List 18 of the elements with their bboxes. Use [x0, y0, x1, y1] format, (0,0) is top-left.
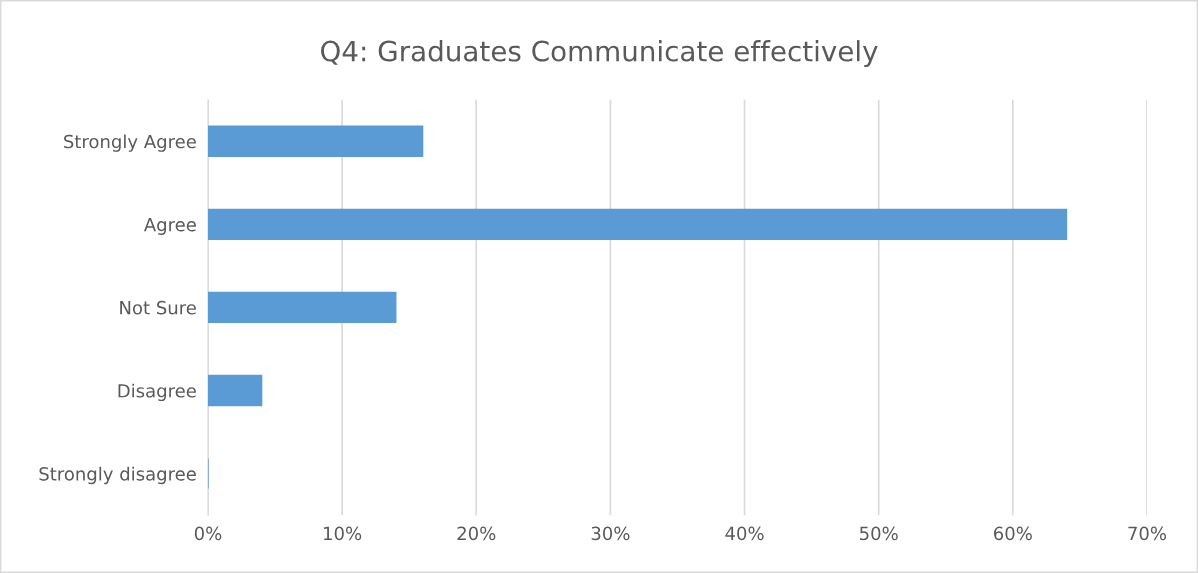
- x-tick-label: 60%: [994, 526, 1032, 541]
- bar: [207, 291, 397, 324]
- y-tick-label: Agree: [143, 218, 196, 235]
- x-tick-label: 40%: [725, 526, 764, 541]
- x-tick-label: 20%: [457, 526, 496, 541]
- bar: [207, 374, 263, 407]
- bar: [207, 208, 1068, 240]
- y-tick-label: Disagree: [118, 383, 196, 402]
- x-tick-label: 10%: [324, 526, 362, 541]
- x-tick-label: 50%: [860, 526, 898, 541]
- x-tick-label: 70%: [1128, 526, 1167, 541]
- y-tick-label: Strongly disagree: [39, 466, 196, 485]
- x-tick-label: 0%: [194, 526, 222, 541]
- bar: [207, 125, 424, 157]
- x-tick-label: 30%: [591, 526, 630, 541]
- y-tick-label: Strongly Agree: [64, 134, 196, 152]
- y-tick-label: Not Sure: [120, 300, 196, 315]
- chart-title: Q4: Graduates Communicate effectively: [321, 40, 878, 67]
